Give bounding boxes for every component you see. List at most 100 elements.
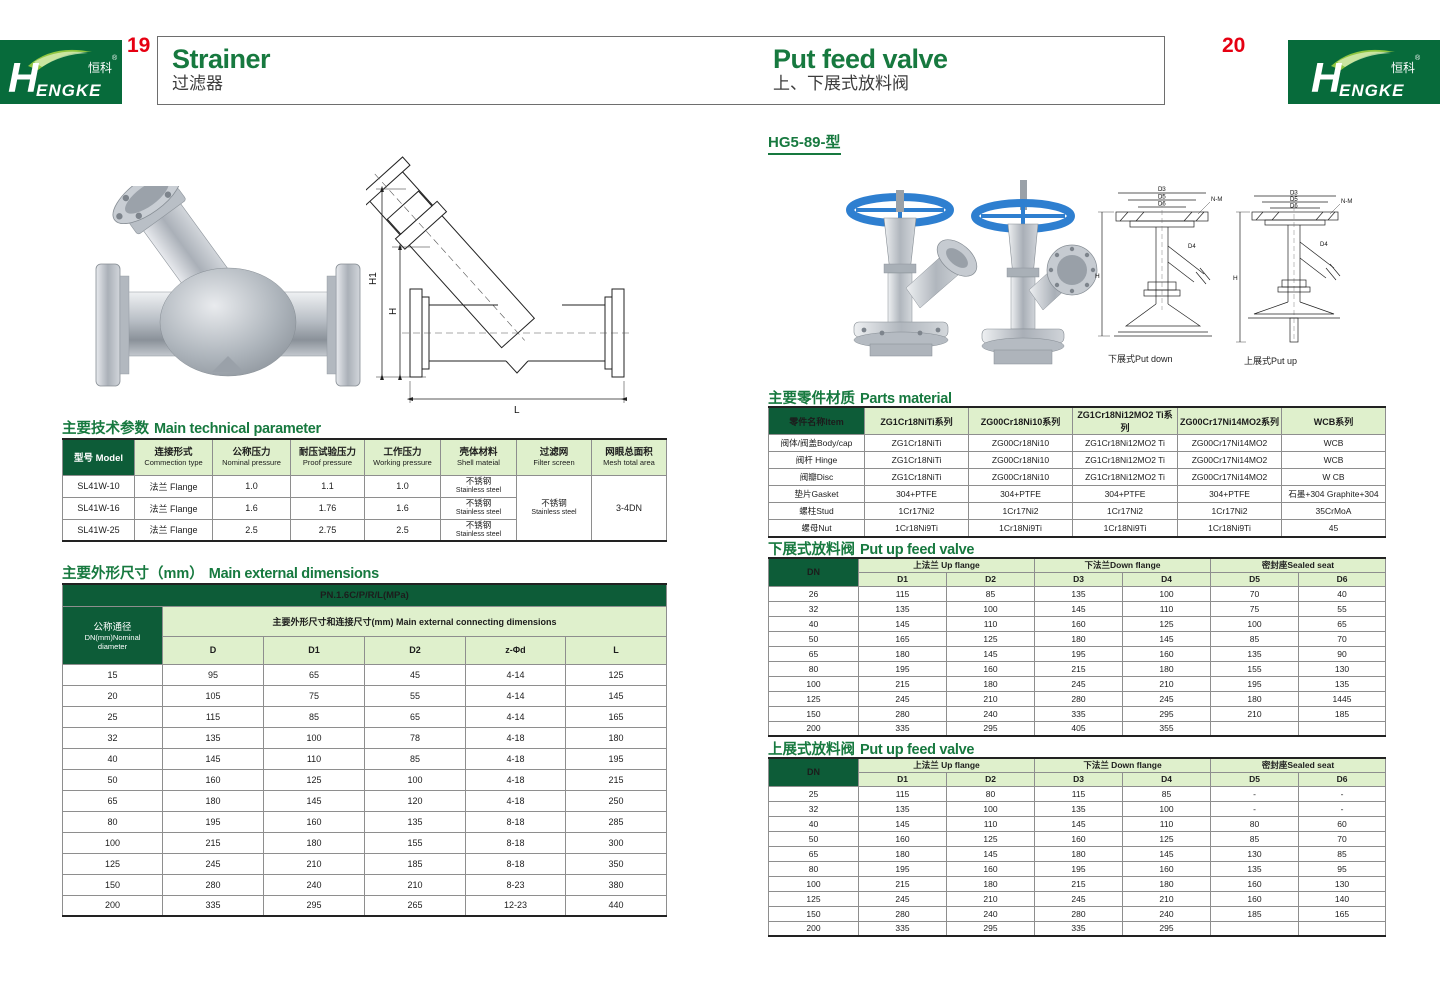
table-cell: 210: [1210, 705, 1299, 722]
table-cell: ZG00Cr17Ni14MO2: [1177, 468, 1282, 486]
parts-header-item: 零件名称Item: [768, 406, 865, 435]
table-cell: 195: [858, 860, 947, 877]
table-cell: 100: [1210, 615, 1299, 632]
dim-label-l: L: [514, 405, 520, 416]
table-cell: 100: [62, 831, 163, 854]
parts-header-series1: ZG1Cr18NiTi系列: [864, 406, 969, 435]
col-header-model: 型号 Model: [62, 438, 135, 476]
dim-label-d3: D3: [1158, 187, 1166, 193]
parts-material-title: 主要零件材质 Parts material: [768, 391, 952, 407]
model-label: HG5-89-型: [768, 131, 841, 155]
col-header-proof: 耐压试验压力 Proof pressure: [290, 438, 365, 476]
table-cell: 160: [1210, 875, 1300, 892]
table-cell: 125: [62, 852, 163, 875]
table-cell: 265: [364, 894, 466, 917]
table-cell: 195: [1034, 860, 1123, 877]
table-cell: 160: [1034, 615, 1123, 632]
table-cell: ZG00Cr18Ni10: [968, 434, 1073, 452]
left-title-zh: 过滤器: [172, 74, 223, 93]
table-cell: 280: [1034, 905, 1123, 922]
table-cell: 85: [263, 705, 365, 728]
table-cell: 25: [768, 785, 859, 802]
table-cell: 65: [364, 705, 466, 728]
table-cell: 85: [1210, 630, 1299, 647]
table-cell: 125: [946, 630, 1035, 647]
table-cell: 50: [62, 768, 163, 791]
table-cell: 135: [1034, 585, 1123, 602]
table-cell: 195: [1210, 675, 1299, 692]
group-down-flange: 下法兰Down flange: [1034, 557, 1211, 573]
table-cell: 180: [1034, 845, 1123, 862]
table-cell: -: [1210, 800, 1300, 817]
table-cell: 125: [768, 690, 859, 707]
table-cell: 280: [1034, 690, 1123, 707]
group-up-flange: 上法兰 Up flange: [858, 757, 1035, 773]
table-cell: 135: [162, 726, 264, 749]
table-cell: 100: [768, 875, 859, 892]
group-sealed-seat: 密封座Sealed seat: [1210, 557, 1386, 573]
dim-label-h1: H1: [368, 272, 379, 285]
dim-label-nm: N-M: [1211, 197, 1222, 203]
table-cell: 295: [946, 720, 1035, 737]
table-cell: 125: [1122, 615, 1211, 632]
table-cell: 200: [62, 894, 163, 917]
dim-label-h: H: [1233, 275, 1238, 282]
group-down-flange: 下法兰 Down flange: [1033, 757, 1212, 773]
table-row: 65 180 145 120 4-18 250: [62, 789, 667, 812]
dim-label-d5: D5: [1290, 197, 1298, 203]
table-cell: 55: [1298, 600, 1386, 617]
strainer-drawing: H1 H L: [354, 143, 668, 428]
table-cell: 石墨+304 Graphite+304: [1281, 485, 1386, 503]
table-cell: 70: [1298, 830, 1387, 847]
table-cell: 295: [1122, 705, 1211, 722]
table-cell: 100: [263, 726, 365, 749]
table-row: 32 135 100 135 100- -: [768, 800, 1387, 817]
logo-engke: ENGKE: [36, 81, 101, 100]
parts-material-table: 零件名称Item ZG1Cr18NiTi系列 ZG00Cr18Ni10系列 ZG…: [768, 406, 1386, 538]
table-row: 26 115 85 135 100 70 40: [768, 585, 1386, 602]
table-cell: 115: [1034, 785, 1123, 802]
table-cell: 145: [1034, 600, 1123, 617]
table-row: 50 165 125 180 145 85 70: [768, 630, 1386, 647]
table-cell: 80: [1210, 815, 1300, 832]
table-cell: 4-18: [465, 726, 566, 749]
dim-label-nm: N-M: [1341, 199, 1352, 205]
mesh-area-cell: 3-4DN: [591, 474, 667, 542]
table-cell: 65: [62, 789, 163, 812]
dimensions-title: 主要外形尺寸（mm） Main external dimensions: [62, 566, 379, 582]
table-cell: 355: [1122, 720, 1211, 737]
table-cell: 160: [946, 860, 1035, 877]
table-cell: -: [1210, 785, 1300, 802]
logo-h: H: [8, 54, 40, 101]
table-cell: 145: [858, 615, 947, 632]
down-valve-table: DN 上法兰 Up flange 下法兰Down flange 密封座Seale…: [768, 557, 1386, 737]
table-cell: ZG1Cr18NiTi: [864, 468, 969, 486]
table-cell: 195: [1034, 645, 1123, 662]
dim-label-d4: D4: [1320, 242, 1328, 248]
strainer-drawing-icon: H1 H L: [354, 156, 632, 416]
table-row: 200 335 295 265 12-23 440: [62, 894, 667, 917]
table-cell: 180: [858, 845, 947, 862]
table-row: 100 215 180 215 180 160 130: [768, 875, 1387, 892]
parts-table-body: 阀体/阀盖Body/cap ZG1Cr18NiTi ZG00Cr18Ni10 ZG1C…: [768, 434, 1386, 537]
table-cell: 90: [1298, 645, 1386, 662]
table-cell: 145: [565, 684, 667, 707]
table-cell: 335: [162, 894, 264, 917]
table-row: 80 195 160 135 8-18 285: [62, 810, 667, 833]
table-cell: 25: [62, 705, 163, 728]
sub-header-d: D: [162, 635, 264, 665]
table-row: SL41W-10 法兰 Flange 1.0 1.1 1.0 不锈钢 Stainl…: [62, 474, 667, 542]
down-valve-table-body: 26 115 85 135 100 70 40 32 135 100 145 110 75 55 40 145…: [768, 585, 1386, 737]
table-cell: 215: [162, 831, 264, 854]
table-cell: 4-18: [465, 789, 566, 812]
table-cell: 40: [1298, 585, 1386, 602]
table-cell: 304+PTFE: [1072, 485, 1178, 503]
table-cell: 80: [768, 660, 859, 677]
table-cell: 115: [858, 785, 947, 802]
table-row: 80 195 160 195 160 135 95: [768, 860, 1387, 877]
table-cell: 75: [263, 684, 365, 707]
table-cell: 135: [1210, 645, 1299, 662]
table-row: SL41W-25 法兰 Flange 2.5 2.75 2.5 不锈钢 Stain…: [62, 518, 667, 542]
dn-header: DN: [768, 557, 859, 587]
table-cell: 215: [1034, 875, 1123, 892]
